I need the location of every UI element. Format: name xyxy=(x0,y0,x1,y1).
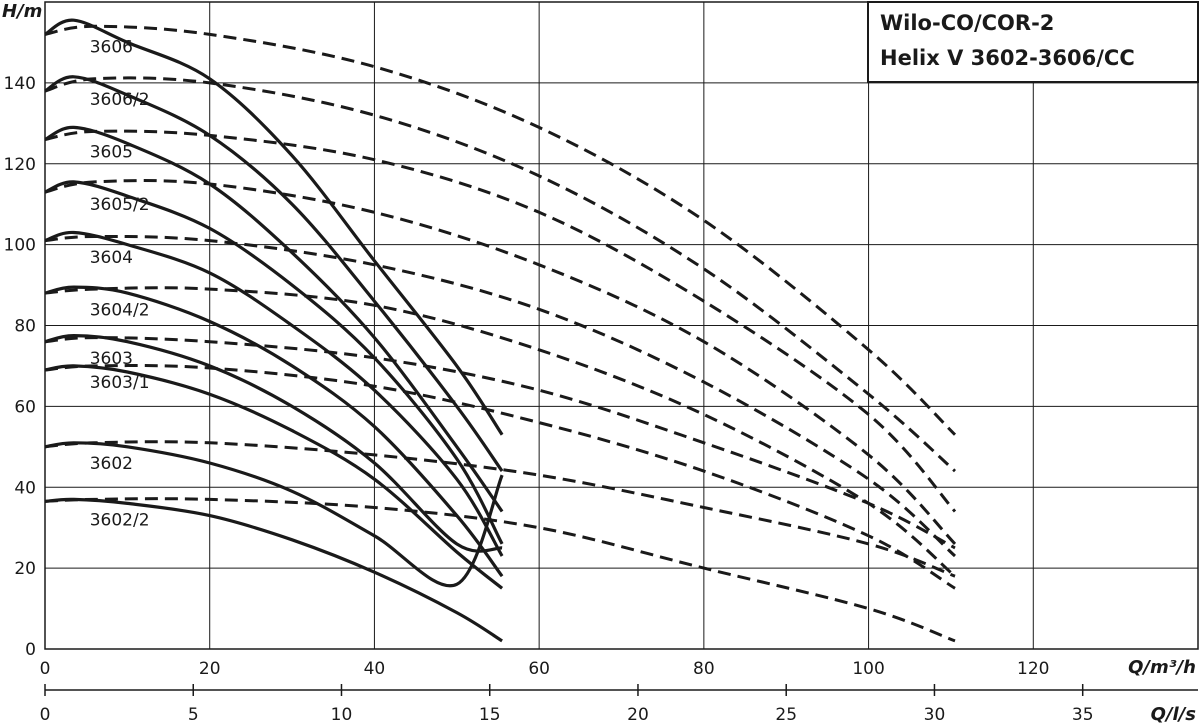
secondary-x-tick-label: 0 xyxy=(40,705,51,725)
x-tick-label: 40 xyxy=(364,659,386,679)
axes: 0 20 40 60 80 100 120 140 0 20 40 60 80 100 120 0 5 10 15 2… xyxy=(4,74,1198,725)
curve-solid-3604-2 xyxy=(44,285,504,578)
curve-label-3602-2: 3602/2 xyxy=(90,511,150,531)
curve-dashed-3604-2 xyxy=(44,286,956,578)
curve-solid-3605 xyxy=(44,125,504,513)
secondary-x-tick-label: 25 xyxy=(775,705,797,725)
y-tick-label: 100 xyxy=(4,236,36,256)
curve-solid-3602-2 xyxy=(44,497,503,643)
curve-dashed-3602 xyxy=(44,440,956,578)
curve-dashed-3606-2 xyxy=(44,76,956,473)
curve-dashed-3604 xyxy=(44,234,956,558)
x-tick-label: 20 xyxy=(199,659,221,679)
curve-label-3605-2: 3605/2 xyxy=(90,195,150,215)
curve-dashed-3606 xyxy=(44,24,957,436)
curve-solid-3603-1 xyxy=(44,364,504,590)
title-box: Wilo-CO/COR-2 Helix V 3602-3606/CC xyxy=(867,1,1199,83)
secondary-x-tick-label: 35 xyxy=(1072,705,1094,725)
x-axis-unit-secondary: Q/l/s xyxy=(1151,704,1197,725)
y-axis-unit: H/m xyxy=(2,1,42,22)
curve-label-3606-2: 3606/2 xyxy=(90,90,150,110)
x-tick-label: 60 xyxy=(528,659,550,679)
title-box-frame xyxy=(867,1,1199,83)
x-tick-label: 0 xyxy=(40,659,51,679)
y-tick-label: 20 xyxy=(14,559,36,579)
secondary-x-tick-label: 5 xyxy=(188,705,199,725)
curve-solid-3604 xyxy=(44,230,504,557)
x-tick-label: 100 xyxy=(852,659,884,679)
curve-solid-3606-2 xyxy=(44,75,504,473)
curve-solid-3603 xyxy=(44,333,503,553)
y-tick-label: 140 xyxy=(4,74,36,94)
x-axis-unit-primary: Q/m³/h xyxy=(1128,657,1196,678)
title-line-1: Wilo-CO/COR-2 xyxy=(880,11,1054,35)
curve-label-3602: 3602 xyxy=(90,454,133,474)
y-tick-label: 60 xyxy=(14,397,36,417)
curve-dashed-3605-2 xyxy=(44,179,957,545)
y-tick-label: 0 xyxy=(25,640,36,660)
curve-label-3605: 3605 xyxy=(90,143,133,163)
curve-dashed-3602-2 xyxy=(44,497,956,643)
grid-lines xyxy=(44,1,1199,650)
y-tick-label: 120 xyxy=(4,155,36,175)
curve-solid-3602 xyxy=(44,441,504,588)
curve-label-3603: 3603 xyxy=(90,349,133,369)
title-line-2: Helix V 3602-3606/CC xyxy=(880,46,1135,70)
curve-label-3604: 3604 xyxy=(90,248,133,268)
curve-labels: 3606 3606/2 3605 3605/2 3604 3604/2 3603 3603/1… xyxy=(90,37,150,530)
secondary-x-tick-label: 20 xyxy=(627,705,649,725)
secondary-x-tick-label: 10 xyxy=(331,705,353,725)
curve-label-3604-2: 3604/2 xyxy=(90,300,150,320)
y-tick-label: 80 xyxy=(14,317,36,337)
curve-solid-3605-2 xyxy=(44,180,504,545)
curve-label-3603-1: 3603/1 xyxy=(90,373,150,393)
secondary-x-tick-label: 30 xyxy=(924,705,946,725)
x-tick-label: 80 xyxy=(693,659,715,679)
curve-label-3606: 3606 xyxy=(90,37,133,57)
secondary-x-tick-label: 15 xyxy=(479,705,501,725)
curve-dashed-3605 xyxy=(44,129,957,513)
curve-dashed-3603 xyxy=(44,336,956,550)
curve-dashed-3603-1 xyxy=(44,364,956,590)
x-tick-label: 120 xyxy=(1017,659,1049,679)
curve-solid-3606 xyxy=(44,18,504,436)
y-tick-label: 40 xyxy=(14,478,36,498)
pump-curves xyxy=(44,18,957,643)
